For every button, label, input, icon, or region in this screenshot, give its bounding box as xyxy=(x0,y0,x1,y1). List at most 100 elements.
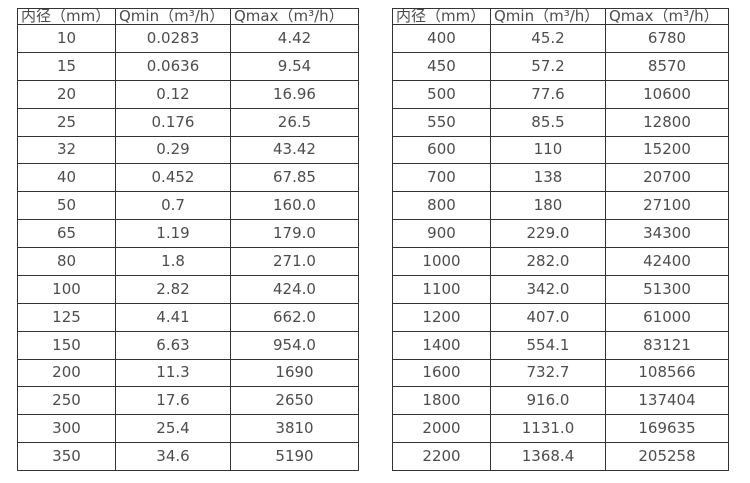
table-row: 1800 916.0 137404 xyxy=(392,386,729,416)
table-cell: 80 xyxy=(17,247,116,276)
table-cell: 100 xyxy=(17,274,116,304)
table-row: 65 1.19 179.0 xyxy=(17,219,359,248)
table-row: 600 110 15200 xyxy=(392,135,729,165)
table-cell: 65 xyxy=(17,219,116,248)
table-cell: 57.2 xyxy=(490,51,606,81)
table-cell: 4.42 xyxy=(230,24,359,53)
header-row: 内径（mm） Qmin（m³/h） Qmax（m³/h） xyxy=(17,8,359,25)
table-cell: 342.0 xyxy=(490,274,606,304)
table-row: 550 85.5 12800 xyxy=(392,107,729,137)
table-cell: 0.0283 xyxy=(115,24,231,53)
table-cell: 85.5 xyxy=(490,107,606,137)
table-cell: 45.2 xyxy=(490,24,606,53)
column-header: Qmin（m³/h） xyxy=(115,8,231,25)
table-cell: 662.0 xyxy=(230,302,359,332)
column-header: 内径（mm） xyxy=(392,8,491,25)
table-cell: 500 xyxy=(392,79,491,109)
table-cell: 4.41 xyxy=(115,302,231,332)
table-cell: 83121 xyxy=(605,330,729,360)
table-cell: 11.3 xyxy=(115,358,231,388)
table-cell: 32 xyxy=(17,135,116,165)
table-cell: 1368.4 xyxy=(490,442,606,471)
table-cell: 15200 xyxy=(605,135,729,165)
table-cell: 0.29 xyxy=(115,135,231,165)
table-cell: 43.42 xyxy=(230,135,359,165)
table-row: 450 57.2 8570 xyxy=(392,51,729,81)
table-cell: 554.1 xyxy=(490,330,606,360)
table-cell: 50 xyxy=(17,191,116,221)
table-row: 20 0.12 16.96 xyxy=(17,79,359,109)
table-cell: 138 xyxy=(490,163,606,193)
table-cell: 150 xyxy=(17,330,116,360)
flow-spec-table-small-diameters: 内径（mm） Qmin（m³/h） Qmax（m³/h） 10 0.0283 4.42 1… xyxy=(17,8,359,471)
table-cell: 108566 xyxy=(605,358,729,388)
table-cell: 2.82 xyxy=(115,274,231,304)
table-cell: 1800 xyxy=(392,386,491,416)
table-row: 1100 342.0 51300 xyxy=(392,274,729,304)
table-cell: 200 xyxy=(17,358,116,388)
table-cell: 1200 xyxy=(392,302,491,332)
table-row: 100 2.82 424.0 xyxy=(17,274,359,304)
table-row: 300 25.4 3810 xyxy=(17,414,359,444)
table-cell: 1131.0 xyxy=(490,414,606,444)
table-cell: 137404 xyxy=(605,386,729,416)
table-cell: 10600 xyxy=(605,79,729,109)
table-row: 125 4.41 662.0 xyxy=(17,302,359,332)
table-cell: 2650 xyxy=(230,386,359,416)
table-cell: 282.0 xyxy=(490,247,606,276)
table-cell: 732.7 xyxy=(490,358,606,388)
table-row: 32 0.29 43.42 xyxy=(17,135,359,165)
table-cell: 6780 xyxy=(605,24,729,53)
table-row: 80 1.8 271.0 xyxy=(17,247,359,276)
table-cell: 916.0 xyxy=(490,386,606,416)
table-cell: 900 xyxy=(392,219,491,248)
table-cell: 1100 xyxy=(392,274,491,304)
table-row: 250 17.6 2650 xyxy=(17,386,359,416)
table-cell: 34300 xyxy=(605,219,729,248)
table-cell: 42400 xyxy=(605,247,729,276)
table-cell: 0.12 xyxy=(115,79,231,109)
table-cell: 8570 xyxy=(605,51,729,81)
table-cell: 450 xyxy=(392,51,491,81)
table-cell: 1.19 xyxy=(115,219,231,248)
table-row: 1000 282.0 42400 xyxy=(392,247,729,276)
table-row: 40 0.452 67.85 xyxy=(17,163,359,193)
table-row: 50 0.7 160.0 xyxy=(17,191,359,221)
flow-spec-table-large-diameters: 内径（mm） Qmin（m³/h） Qmax（m³/h） 400 45.2 6780 45… xyxy=(392,8,729,471)
table-cell: 27100 xyxy=(605,191,729,221)
table-cell: 2000 xyxy=(392,414,491,444)
table-cell: 10 xyxy=(17,24,116,53)
table-row: 10 0.0283 4.42 xyxy=(17,24,359,53)
table-row: 900 229.0 34300 xyxy=(392,219,729,248)
table-row: 400 45.2 6780 xyxy=(392,24,729,53)
table-cell: 2200 xyxy=(392,442,491,471)
table-cell: 20 xyxy=(17,79,116,109)
table-row: 2000 1131.0 169635 xyxy=(392,414,729,444)
table-cell: 229.0 xyxy=(490,219,606,248)
table-cell: 25.4 xyxy=(115,414,231,444)
table-cell: 15 xyxy=(17,51,116,81)
table-cell: 20700 xyxy=(605,163,729,193)
column-header: 内径（mm） xyxy=(17,8,116,25)
header-row: 内径（mm） Qmin（m³/h） Qmax（m³/h） xyxy=(392,8,729,25)
table-cell: 26.5 xyxy=(230,107,359,137)
table-cell: 424.0 xyxy=(230,274,359,304)
table-cell: 9.54 xyxy=(230,51,359,81)
table-row: 700 138 20700 xyxy=(392,163,729,193)
table-cell: 12800 xyxy=(605,107,729,137)
table-cell: 180 xyxy=(490,191,606,221)
table-cell: 40 xyxy=(17,163,116,193)
table-cell: 25 xyxy=(17,107,116,137)
table-cell: 205258 xyxy=(605,442,729,471)
table-row: 1200 407.0 61000 xyxy=(392,302,729,332)
table-cell: 271.0 xyxy=(230,247,359,276)
table-cell: 67.85 xyxy=(230,163,359,193)
table-cell: 0.452 xyxy=(115,163,231,193)
table-cell: 0.176 xyxy=(115,107,231,137)
table-cell: 0.0636 xyxy=(115,51,231,81)
table-cell: 550 xyxy=(392,107,491,137)
column-header: Qmax（m³/h） xyxy=(230,8,359,25)
table-cell: 61000 xyxy=(605,302,729,332)
table-cell: 17.6 xyxy=(115,386,231,416)
